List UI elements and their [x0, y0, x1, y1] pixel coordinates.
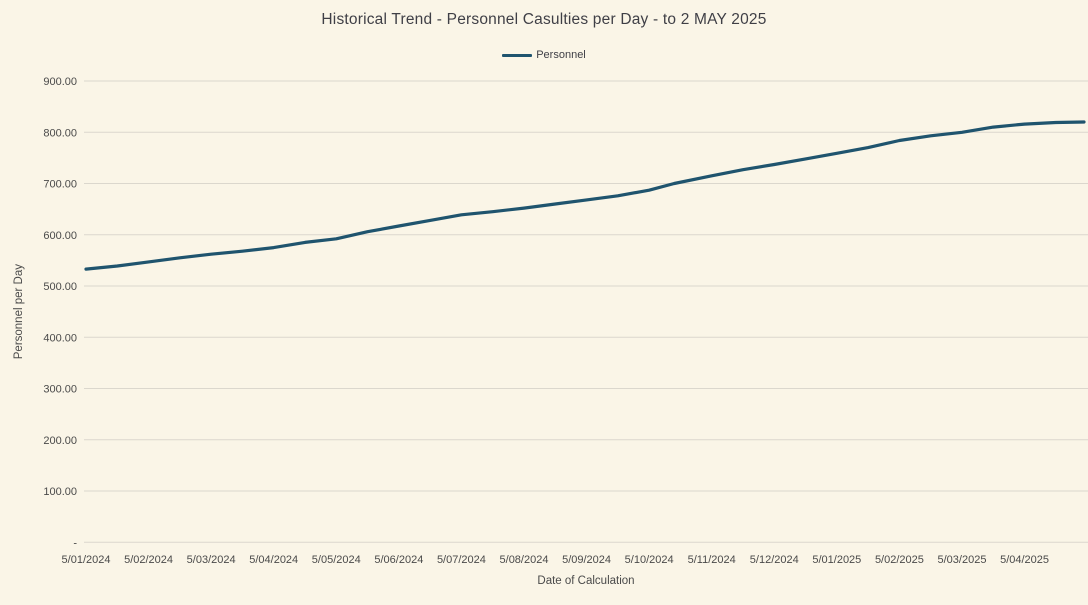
x-tick-label: 5/09/2024 [562, 554, 611, 566]
x-tick-label: 5/05/2024 [312, 554, 361, 566]
y-tick-label: 600.00 [43, 230, 77, 242]
x-tick-label: 5/01/2024 [62, 554, 111, 566]
x-axis-title: Date of Calculation [537, 575, 634, 587]
x-tick-label: 5/03/2025 [938, 554, 987, 566]
y-tick-label: 900.00 [43, 76, 77, 88]
x-tick-label: 5/01/2025 [812, 554, 861, 566]
y-tick-label: 800.00 [43, 127, 77, 139]
y-axis-title: Personnel per Day [13, 264, 25, 359]
legend: Personnel [0, 49, 1088, 61]
y-tick-label: 200.00 [43, 435, 77, 447]
x-tick-label: 5/10/2024 [625, 554, 674, 566]
x-tick-label: 5/12/2024 [750, 554, 799, 566]
x-tick-label: 5/06/2024 [374, 554, 423, 566]
x-tick-label: 5/04/2024 [249, 554, 298, 566]
y-tick-label: 400.00 [43, 332, 77, 344]
y-tick-label: 500.00 [43, 281, 77, 293]
x-tick-label: 5/02/2024 [124, 554, 173, 566]
x-tick-label: 5/11/2024 [688, 554, 736, 566]
y-tick-label: 300.00 [43, 384, 77, 396]
x-tick-label: 5/08/2024 [500, 554, 549, 566]
y-tick-label: 700.00 [43, 179, 77, 191]
x-tick-label: 5/04/2025 [1000, 554, 1049, 566]
series-line-personnel [84, 120, 1086, 271]
x-tick-label: 5/07/2024 [437, 554, 486, 566]
y-tick-label: 100.00 [43, 486, 77, 498]
legend-label: Personnel [536, 49, 586, 61]
legend-line-swatch [502, 53, 533, 57]
y-tick-label: - [73, 537, 77, 549]
x-tick-label: 5/03/2024 [187, 554, 236, 566]
x-tick-label: 5/02/2025 [875, 554, 924, 566]
chart-title: Historical Trend - Personnel Casulties p… [321, 11, 767, 28]
